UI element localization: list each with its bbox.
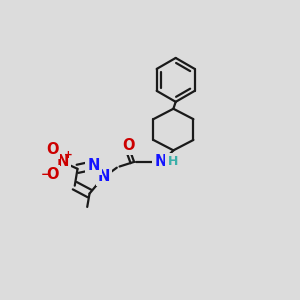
Text: N: N [56,154,69,169]
Text: N: N [98,169,110,184]
Text: N: N [88,158,100,173]
Text: O: O [46,142,58,157]
Text: N: N [154,154,167,169]
Text: −: − [41,168,51,181]
Text: H: H [167,155,178,168]
Text: +: + [64,150,73,161]
Text: O: O [123,137,135,152]
Text: O: O [46,167,58,182]
